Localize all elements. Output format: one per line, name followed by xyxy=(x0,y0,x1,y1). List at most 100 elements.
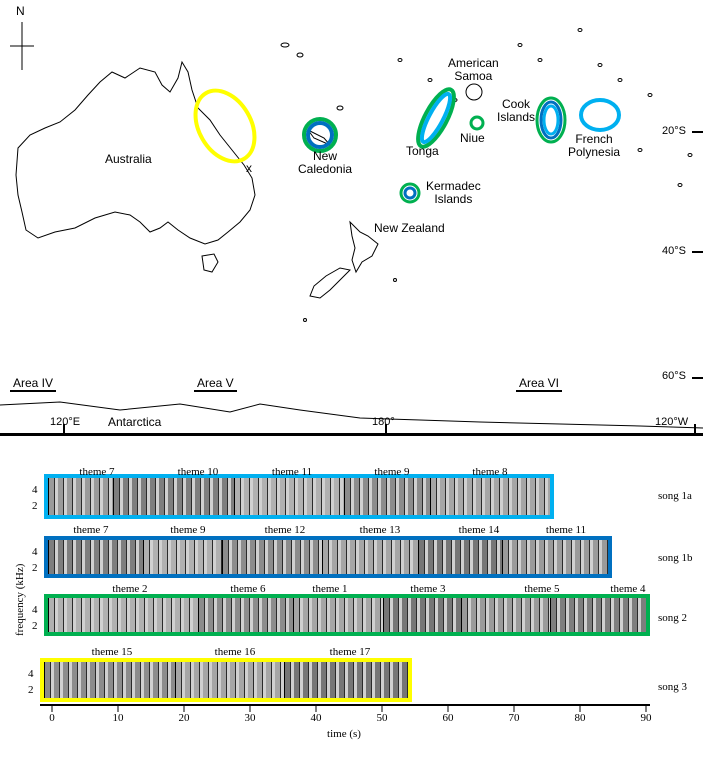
map-svg xyxy=(0,22,703,433)
theme-label: theme 1 xyxy=(312,583,348,595)
theme-segment xyxy=(221,540,323,574)
theme-label: theme 9 xyxy=(170,524,206,536)
map-panel: N Australia x New Caledonia Kermadec Isl… xyxy=(0,4,703,433)
theme-label: theme 9 xyxy=(374,466,410,478)
frequency-tick: 4 xyxy=(32,546,38,558)
theme-label: theme 16 xyxy=(214,646,256,658)
label-new-zealand: New Zealand xyxy=(374,221,445,235)
x-tick-label: 60 xyxy=(442,712,454,724)
theme-segment xyxy=(284,662,408,698)
x-tick-label: 50 xyxy=(376,712,388,724)
theme-label: theme 11 xyxy=(545,524,587,536)
x-tick-label: 80 xyxy=(574,712,586,724)
latitude-ticks xyxy=(692,131,703,379)
label-american-samoa: American Samoa xyxy=(448,56,499,83)
tasmania-landmass xyxy=(201,253,219,273)
frequency-tick: 2 xyxy=(32,562,38,574)
area-v-label: Area V xyxy=(194,376,237,392)
frequency-tick: 2 xyxy=(32,500,38,512)
song3-range-australia xyxy=(193,88,257,164)
theme-label: theme 17 xyxy=(329,646,371,658)
theme-label: theme 8 xyxy=(472,466,508,478)
theme-label: theme 2 xyxy=(112,583,148,595)
song-label: song 1a xyxy=(658,490,692,502)
label-x-marker: x xyxy=(246,161,252,175)
label-australia: Australia xyxy=(105,152,152,166)
song-label: song 3 xyxy=(658,681,688,693)
french-polynesia-marker xyxy=(579,98,621,132)
song-label: song 2 xyxy=(658,612,688,624)
antarctica-coastline xyxy=(0,401,703,429)
theme-label: theme 5 xyxy=(524,583,560,595)
spectrogram-song-3 xyxy=(44,594,650,636)
spectrogram-song-2 xyxy=(44,536,612,578)
new-zealand-south-landmass xyxy=(309,267,352,299)
spectrogram-song-1 xyxy=(44,474,554,519)
theme-segment xyxy=(233,478,345,515)
label-cook-islands: Cook Islands xyxy=(497,97,536,124)
frequency-tick: 4 xyxy=(28,668,34,680)
x-axis-label: time (s) xyxy=(327,728,361,740)
theme-segment xyxy=(113,478,234,515)
spectrogram-song-4 xyxy=(40,658,412,702)
theme-segment xyxy=(293,598,383,632)
new-zealand-north-landmass xyxy=(349,220,379,274)
theme-segment xyxy=(44,662,176,698)
compass-icon xyxy=(10,22,34,70)
kermadec-marker xyxy=(399,182,421,204)
theme-segment xyxy=(322,540,418,574)
theme-segment xyxy=(48,478,114,515)
x-tick-label: 40 xyxy=(310,712,322,724)
label-tonga: Tonga xyxy=(406,144,439,158)
lat-20s-label: 20°S xyxy=(662,125,686,137)
lat-40s-label: 40°S xyxy=(662,245,686,257)
theme-label: theme 14 xyxy=(458,524,500,536)
theme-segment xyxy=(175,662,285,698)
x-tick-label: 30 xyxy=(244,712,256,724)
theme-label: theme 15 xyxy=(91,646,133,658)
new-caledonia-marker xyxy=(302,117,338,153)
x-tick-label: 70 xyxy=(508,712,520,724)
theme-segment xyxy=(550,598,646,632)
time-axis xyxy=(40,704,650,712)
theme-segment xyxy=(417,540,502,574)
label-new-caledonia: New Caledonia xyxy=(298,149,353,176)
x-tick-label: 90 xyxy=(640,712,652,724)
theme-segment xyxy=(48,598,198,632)
theme-segment xyxy=(429,478,550,515)
theme-segment xyxy=(382,598,461,632)
area-vi-label: Area VI xyxy=(516,376,563,392)
frequency-tick: 4 xyxy=(32,484,38,496)
y-axis-label: frequency (kHz) xyxy=(14,563,26,636)
compass-north-label: N xyxy=(16,4,25,18)
theme-label: theme 7 xyxy=(79,466,115,478)
lon-180-label: 180° xyxy=(372,416,395,428)
frequency-tick: 2 xyxy=(32,620,38,632)
theme-segment xyxy=(344,478,430,515)
label-antarctica: Antarctica xyxy=(108,415,162,429)
x-tick-label: 0 xyxy=(49,712,55,724)
theme-label: theme 13 xyxy=(359,524,401,536)
label-niue: Niue xyxy=(460,131,485,145)
theme-label: theme 10 xyxy=(177,466,219,478)
theme-segment xyxy=(197,598,294,632)
theme-segment xyxy=(460,598,551,632)
niue-marker xyxy=(469,115,485,131)
lon-120e-label: 120°E xyxy=(50,416,81,428)
frequency-tick: 2 xyxy=(28,684,34,696)
theme-label: theme 12 xyxy=(264,524,306,536)
theme-segment xyxy=(143,540,222,574)
theme-label: theme 3 xyxy=(410,583,446,595)
tonga-marker xyxy=(416,87,456,149)
area-iv-label: Area IV xyxy=(10,376,57,392)
lat-60s-label: 60°S xyxy=(662,370,686,382)
theme-label: theme 4 xyxy=(610,583,646,595)
panel-divider xyxy=(0,433,703,436)
theme-label: theme 6 xyxy=(230,583,266,595)
label-kermadec: Kermadec Islands xyxy=(426,179,481,206)
frequency-tick: 4 xyxy=(32,604,38,616)
label-french-polynesia: French Polynesia xyxy=(568,132,621,159)
theme-label: theme 11 xyxy=(271,466,313,478)
x-tick-label: 10 xyxy=(112,712,124,724)
